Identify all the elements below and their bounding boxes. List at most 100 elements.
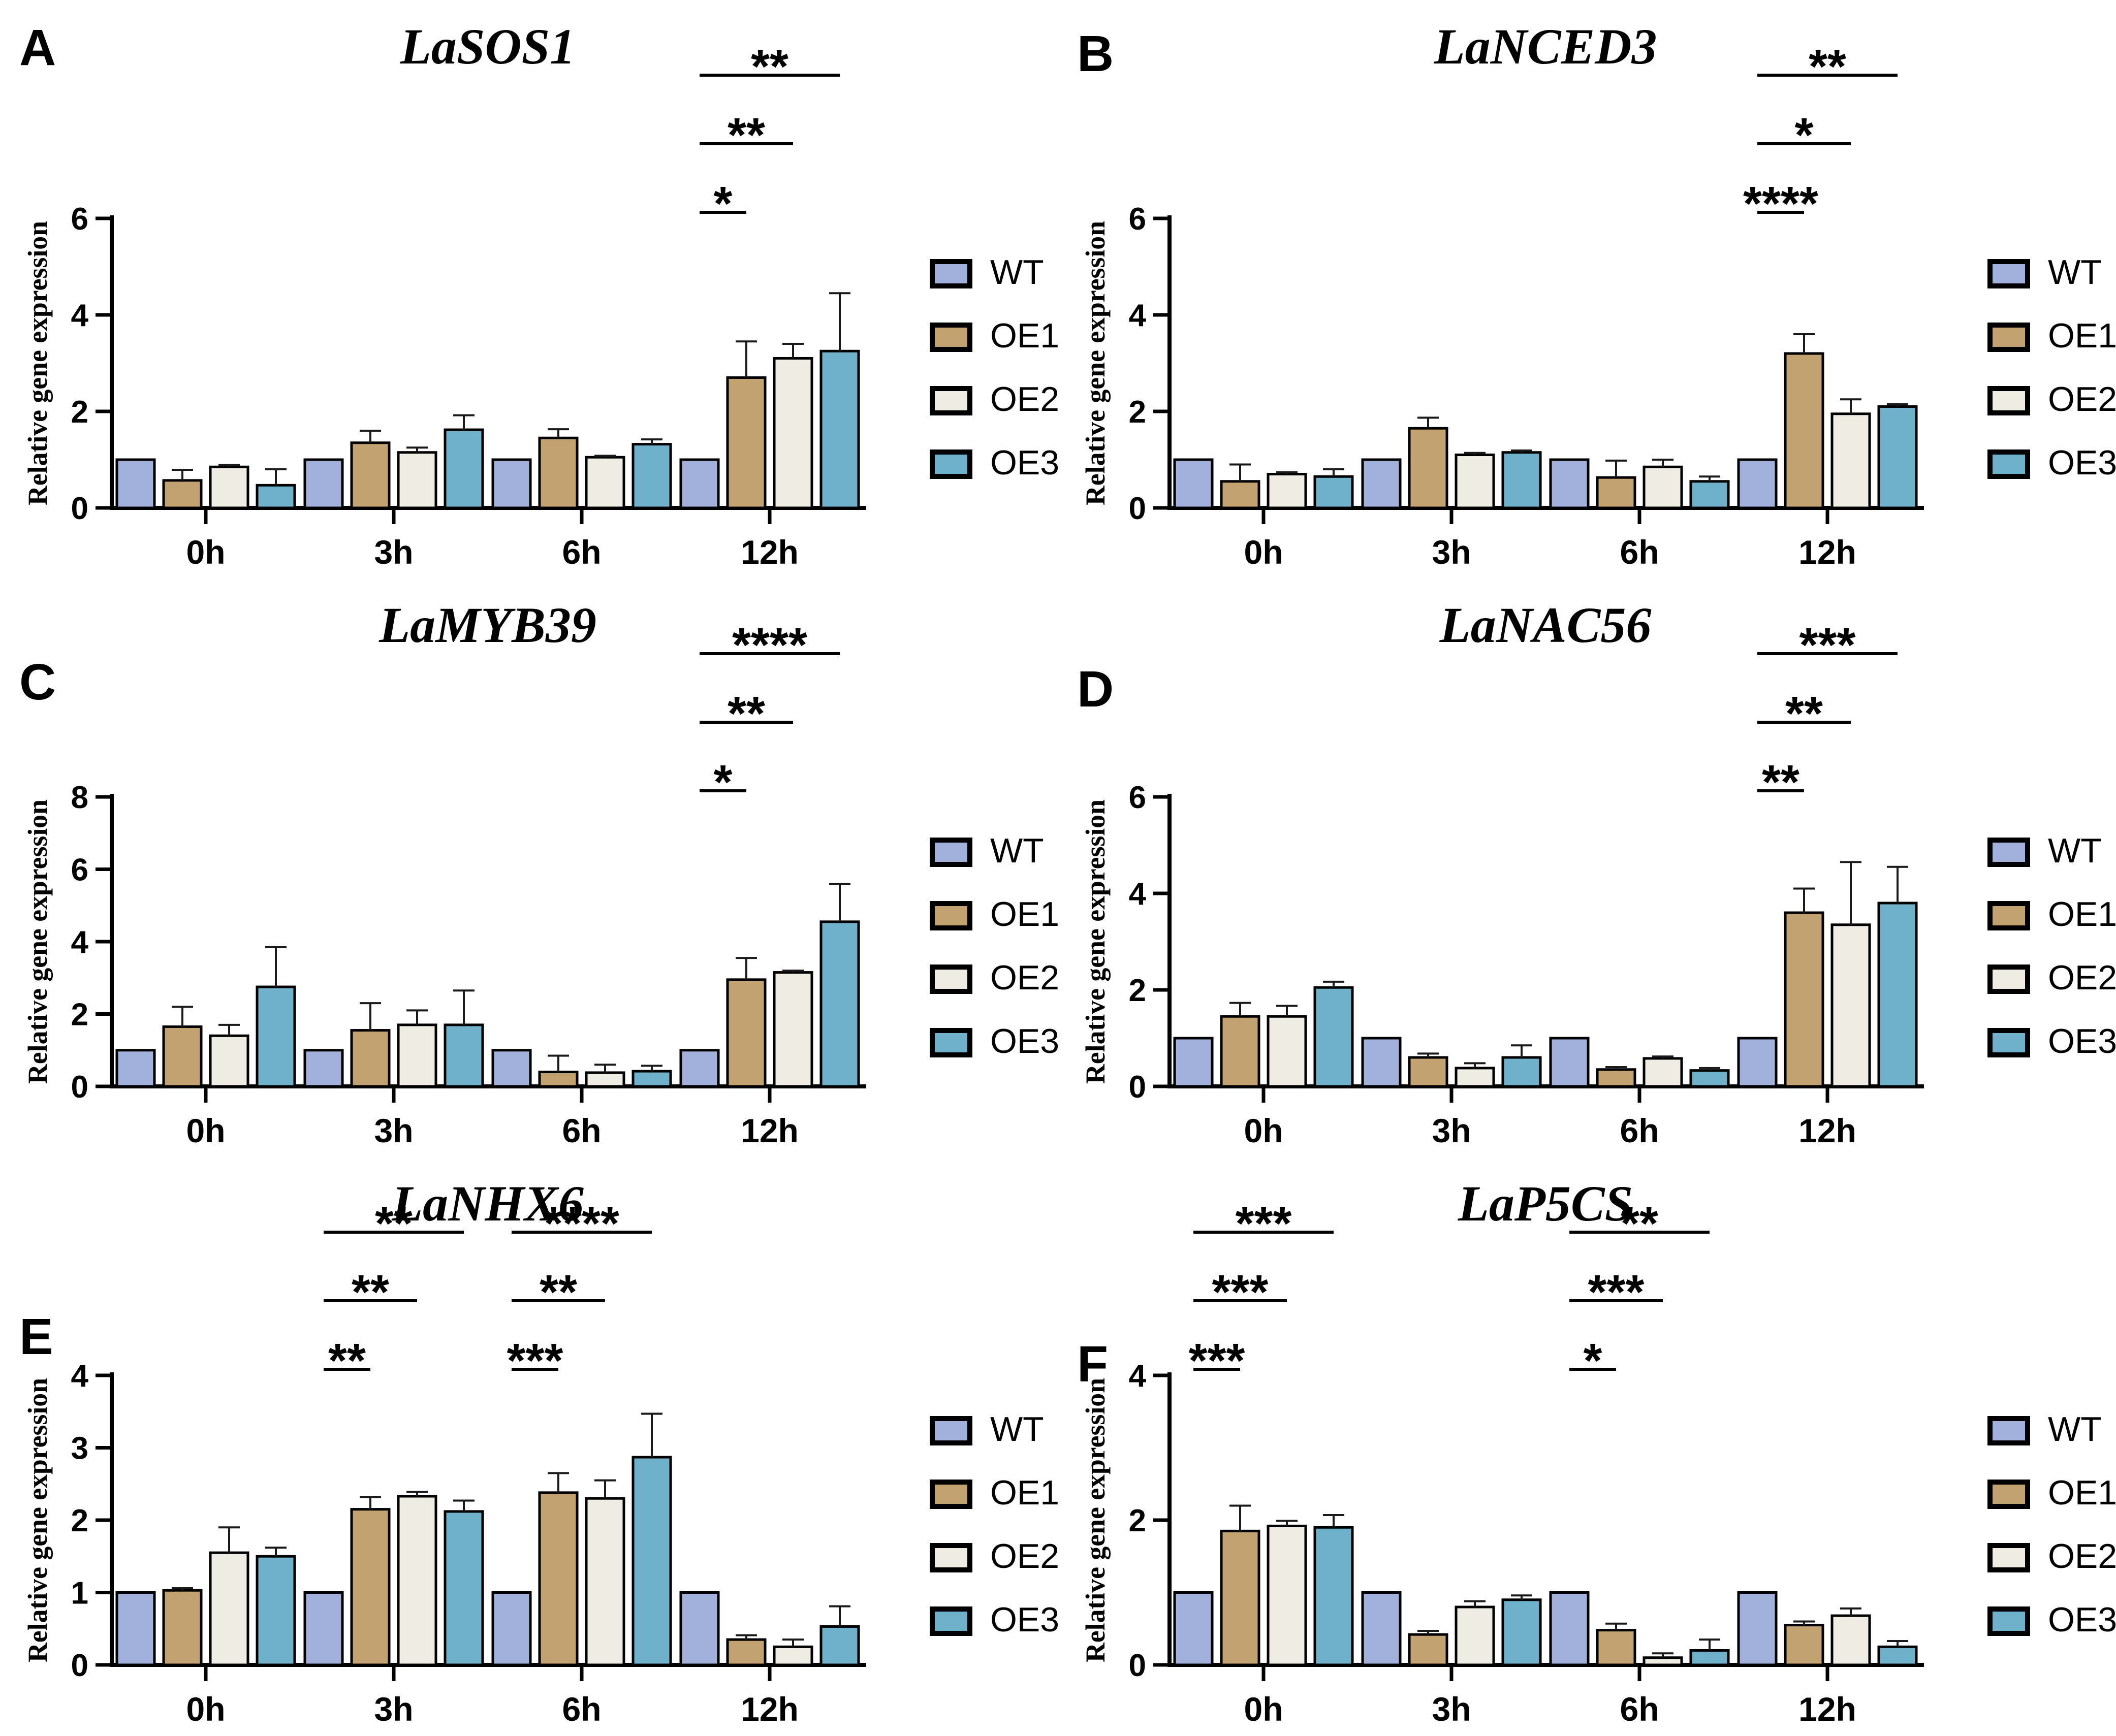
legend-swatch-OE3	[1987, 1606, 2030, 1636]
bar-OE3-12h	[819, 1625, 860, 1666]
legend-swatch-WT	[1987, 838, 2030, 867]
significance-stars: **	[1785, 687, 1823, 741]
x-tick-label: 0h	[186, 1690, 225, 1728]
bar-OE1-12h	[1784, 911, 1824, 1088]
chart-LaSOS1: A LaSOS1 Relative gene expression 0 2 4 6 0h 3h 6…	[19, 18, 1058, 571]
bar-OE2-0h	[1267, 473, 1307, 509]
x-tick-label: 0h	[186, 533, 225, 571]
y-tick-label: 4	[71, 1359, 89, 1394]
bar-OE2-12h	[773, 1645, 813, 1666]
panel-letter: D	[1077, 661, 1114, 718]
significance-stars: **	[1809, 40, 1846, 93]
bar-OE3-12h	[1877, 405, 1918, 509]
significance-stars: **	[375, 1197, 413, 1250]
legend-label-OE3: OE3	[2048, 443, 2115, 482]
bar-WT-0h	[115, 458, 156, 509]
bar-OE1-0h	[1220, 480, 1260, 509]
legend-swatch-OE2	[1987, 386, 2030, 415]
legend-swatch-OE1	[1987, 323, 2030, 352]
legend-swatch-OE2	[930, 965, 972, 994]
bar-OE2-0h	[1267, 1015, 1307, 1088]
x-tick-label: 3h	[374, 533, 413, 571]
significance-stars: *	[714, 755, 733, 809]
x-tick-label: 12h	[1798, 1112, 1856, 1149]
significance-stars: ****	[732, 618, 807, 672]
bar-OE3-0h	[1313, 1526, 1354, 1666]
y-tick-label: 0	[71, 491, 88, 526]
significance-stars: ****	[1743, 177, 1818, 231]
legend-label-OE1: OE1	[990, 895, 1058, 934]
bar-OE1-3h	[1408, 1633, 1448, 1666]
significance-stars: *	[1795, 108, 1814, 162]
legend-label-OE1: OE1	[2048, 895, 2115, 934]
bar-OE3-6h	[631, 443, 672, 509]
significance-stars: ***	[1236, 1197, 1292, 1250]
significance-stars: **	[1621, 1197, 1658, 1250]
x-tick-label: 12h	[741, 1690, 799, 1728]
bar-OE2-12h	[773, 971, 813, 1088]
bar-WT-6h	[491, 458, 532, 509]
bar-OE1-0h	[1220, 1529, 1260, 1666]
bar-OE3-3h	[1501, 451, 1542, 509]
legend-label-OE3: OE3	[990, 443, 1058, 482]
legend-swatch-OE3	[930, 1028, 972, 1057]
legend-swatch-WT	[1987, 1416, 2030, 1445]
bar-OE1-3h	[350, 441, 391, 509]
panel-letter: A	[19, 19, 56, 76]
y-tick-label: 1	[71, 1576, 88, 1611]
legend-swatch-OE2	[930, 386, 972, 415]
chart-title: LaSOS1	[400, 18, 576, 75]
bar-WT-3h	[1361, 1037, 1402, 1088]
bar-WT-3h	[303, 1049, 344, 1088]
panel-a: A LaSOS1 Relative gene expression 0 2 4 6 0h 3h 6…	[0, 0, 1058, 578]
panel-e: E LaNHX6 Relative gene expression 0 1 2 3 4 0h 3h…	[0, 1157, 1058, 1735]
bar-OE3-3h	[1501, 1598, 1542, 1666]
significance-stars: ***	[507, 1334, 563, 1388]
legend-label-WT: WT	[2048, 1410, 2102, 1449]
bar-OE1-3h	[350, 1029, 391, 1088]
bar-OE2-6h	[1643, 1656, 1683, 1666]
y-axis-label: Relative gene expression	[1080, 799, 1111, 1084]
bar-OE1-3h	[1408, 1056, 1448, 1088]
legend-swatch-OE2	[1987, 1543, 2030, 1572]
y-tick-label: 3	[71, 1431, 88, 1466]
x-tick-label: 12h	[741, 533, 799, 571]
bar-WT-6h	[1549, 458, 1590, 509]
bar-OE1-0h	[162, 1025, 203, 1088]
significance-stars: ***	[1189, 1334, 1245, 1388]
bar-OE1-6h	[538, 436, 579, 509]
legend-swatch-OE1	[1987, 901, 2030, 930]
bar-WT-12h	[1737, 1591, 1778, 1666]
y-tick-label: 6	[71, 853, 88, 888]
x-tick-label: 12h	[741, 1112, 799, 1149]
y-tick-label: 4	[1129, 877, 1147, 912]
legend-label-OE1: OE1	[2048, 1473, 2115, 1512]
bar-OE2-6h	[1643, 1057, 1683, 1088]
bar-OE2-0h	[209, 465, 249, 509]
bar-WT-6h	[491, 1049, 532, 1088]
y-tick-label: 6	[1129, 202, 1146, 237]
legend-swatch-WT	[1987, 259, 2030, 288]
bar-OE1-3h	[1408, 427, 1448, 509]
bar-OE1-0h	[162, 479, 203, 509]
legend-label-OE1: OE1	[2048, 316, 2115, 355]
x-tick-label: 0h	[1244, 533, 1283, 571]
legend-label-OE3: OE3	[990, 1600, 1058, 1639]
chart-title: LaNAC56	[1439, 597, 1652, 653]
significance-stars: ***	[1212, 1265, 1269, 1319]
y-axis-label: Relative gene expression	[1080, 1378, 1111, 1662]
y-tick-label: 8	[71, 780, 88, 815]
significance-stars: **	[328, 1334, 366, 1388]
bar-OE2-12h	[1830, 412, 1871, 509]
y-axis-label: Relative gene expression	[22, 221, 53, 505]
x-tick-label: 3h	[374, 1112, 413, 1149]
bar-OE2-3h	[1455, 454, 1495, 509]
legend-label-OE2: OE2	[2048, 958, 2115, 997]
x-tick-label: 6h	[562, 1112, 601, 1149]
legend-swatch-OE3	[1987, 449, 2030, 479]
bar-WT-12h	[1737, 1037, 1778, 1088]
legend-label-OE2: OE2	[990, 380, 1058, 419]
legend-label-OE2: OE2	[990, 958, 1058, 997]
bar-OE3-12h	[1877, 902, 1918, 1088]
